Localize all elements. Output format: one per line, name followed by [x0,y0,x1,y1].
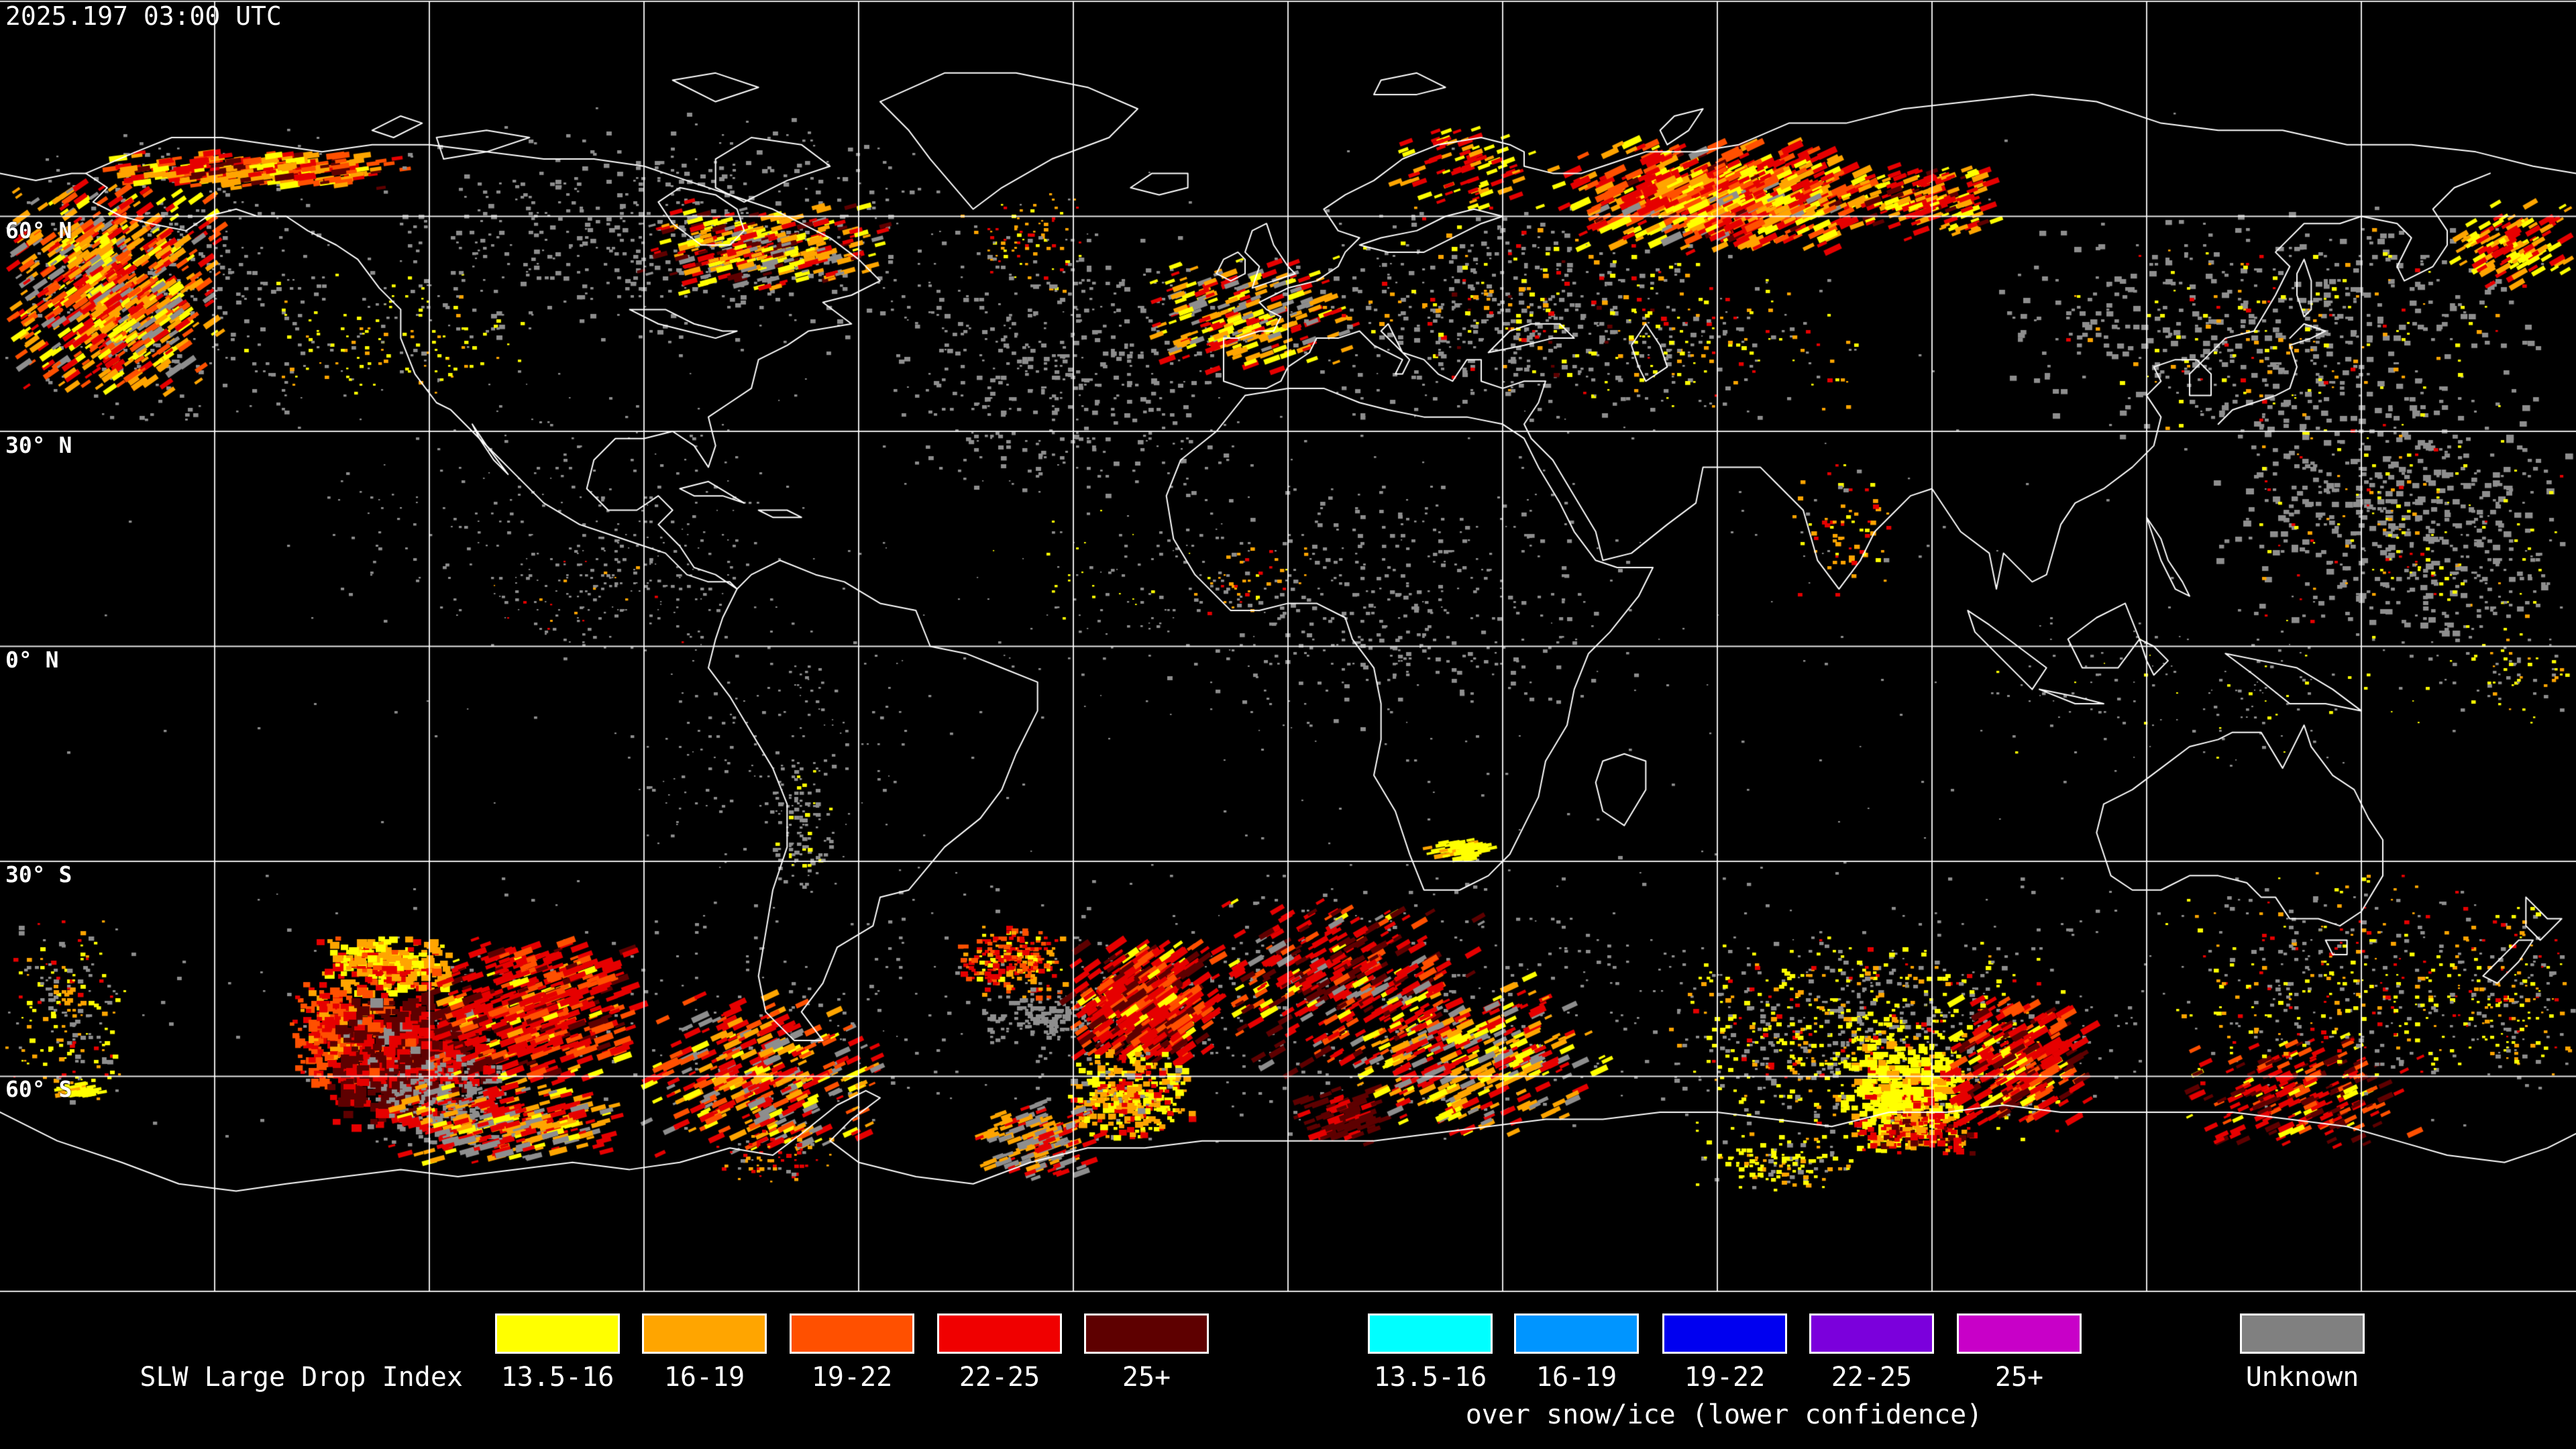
legend-label-unknown: Unknown [2245,1362,2359,1393]
legend-label-snow-2: 16-19 [1536,1362,1617,1393]
legend-label-ldi-2: 16-19 [663,1362,745,1393]
legend-swatch-unknown [2240,1313,2365,1354]
legend-swatch-ldi-3 [790,1313,914,1354]
legend-swatch-ldi-5 [1084,1313,1209,1354]
lat-label-30n: 30° N [5,432,72,458]
legend-swatch-snow-4 [1809,1313,1934,1354]
lat-label-30s: 30° S [5,861,72,888]
legend-swatch-ldi-4 [937,1313,1062,1354]
legend-label-ldi-4: 22-25 [959,1362,1040,1393]
legend-label-snow-1: 13.5-16 [1373,1362,1487,1393]
lat-label-60s: 60° S [5,1076,72,1102]
legend-subtitle: over snow/ice (lower confidence) [1465,1399,1983,1430]
legend-swatch-snow-2 [1514,1313,1639,1354]
timestamp: 2025.197 03:00 UTC [5,1,282,31]
legend-swatch-ldi-1 [495,1313,620,1354]
legend-label-ldi-3: 19-22 [811,1362,893,1393]
legend-label-snow-3: 19-22 [1684,1362,1766,1393]
legend-title: SLW Large Drop Index [140,1362,463,1393]
legend-label-ldi-5: 25+ [1122,1362,1171,1393]
legend-swatch-snow-3 [1662,1313,1787,1354]
legend-swatch-ldi-2 [642,1313,767,1354]
legend-label-snow-5: 25+ [1994,1362,2044,1393]
legend-label-snow-4: 22-25 [1831,1362,1913,1393]
legend-swatch-snow-5 [1957,1313,2082,1354]
legend-swatch-snow-1 [1368,1313,1493,1354]
legend-label-ldi-1: 13.5-16 [500,1362,614,1393]
lat-label-60n: 60° N [5,217,72,244]
lat-label-0n: 0° N [5,647,59,673]
